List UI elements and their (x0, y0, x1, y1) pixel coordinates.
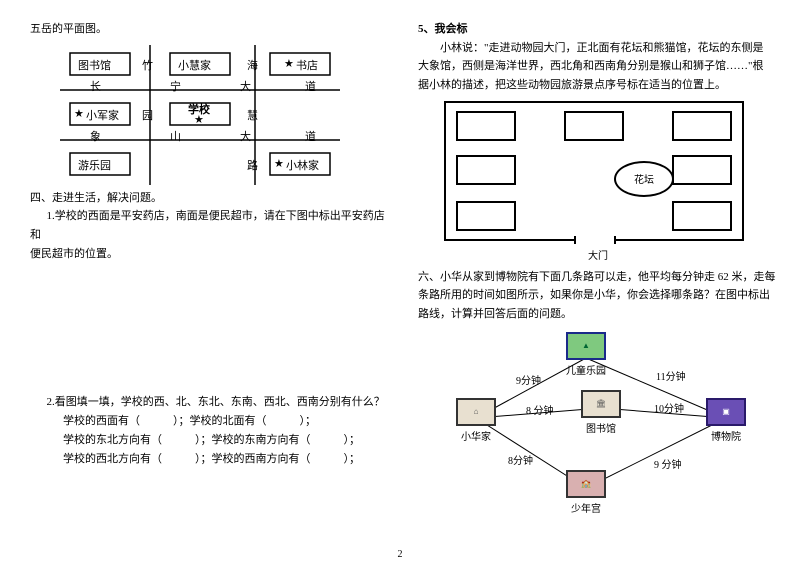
lbl-xiaohui: 小慧家 (178, 57, 211, 73)
home-icon: ⌂ (456, 398, 496, 426)
sec5-l3: 据小林的描述，把这些动物园旅游景点序号标在适当的位置上。 (418, 76, 782, 95)
sec6-l2: 条路所用的时间如图所示，如果你是小华，你会选择哪条路？在图中标出 (418, 286, 782, 305)
youth-label: 少年宫 (566, 500, 606, 515)
node-park: ▲ 儿童乐园 (566, 332, 606, 377)
q1-line2: 便民超市的位置。 (30, 245, 394, 264)
sec5-l2: 大象馆，西侧是海洋世界，西北角和西南角分别是猴山和狮子馆……"根 (418, 57, 782, 76)
road-hui: 慧 (247, 107, 258, 123)
zoo-gate-gap (576, 237, 616, 241)
node-museum: ▣ 博物院 (706, 398, 746, 443)
sec5-l1: 小林说："走进动物园大门，正北面有花坛和熊猫馆，花坛的东侧是 (418, 39, 782, 58)
zoo-gate-label: 大门 (578, 247, 618, 262)
wuyue-title: 五岳的平面图。 (30, 20, 394, 39)
lbl-library: 图书馆 (78, 57, 111, 73)
section4-title: 四、走进生活，解决问题。 (30, 189, 394, 208)
lbl-bookstore: 书店 (296, 57, 318, 73)
section5-title: 5、我会标 (418, 20, 782, 39)
road-dao1: 道 (305, 78, 316, 94)
node-youth: 🏫 少年宫 (566, 470, 606, 515)
zoo-box-w (456, 155, 516, 185)
lbl-xiaolin: 小林家 (286, 157, 319, 173)
road-da2: 大 (240, 128, 251, 144)
zoo-box-ne (672, 111, 732, 141)
lbl-star3: ★ (194, 113, 204, 126)
node-home: ⌂ 小华家 (456, 398, 496, 443)
lbl-star2: ★ (74, 107, 84, 120)
street-map: 图书馆 小慧家 ★ 书店 ★ 小军家 学校 ★ 游乐园 ★ 小林家 长 宁 大 … (60, 45, 340, 185)
youth-icon: 🏫 (566, 470, 606, 498)
route-diagram: ▲ 儿童乐园 ⌂ 小华家 🏛 图书馆 ▣ 博物院 🏫 少年宫 9分钟 11分钟 … (426, 328, 766, 518)
zoo-box-se (672, 201, 732, 231)
museum-icon: ▣ (706, 398, 746, 426)
road-chang: 长 (90, 78, 101, 94)
edge-e5: 8分钟 (508, 452, 533, 467)
zoo-box-nw (456, 111, 516, 141)
library-label: 图书馆 (581, 420, 621, 435)
zoo-box-e (672, 155, 732, 185)
road-zhu: 竹 (142, 57, 153, 73)
zoo-box-n (564, 111, 624, 141)
road-dao2: 道 (305, 128, 316, 144)
road-lu: 路 (247, 157, 258, 173)
home-label: 小华家 (456, 428, 496, 443)
edge-e3: 8 分钟 (526, 402, 554, 417)
zoo-flowerbed: 花坛 (614, 161, 674, 197)
library-icon: 🏛 (581, 390, 621, 418)
park-label: 儿童乐园 (566, 362, 606, 377)
edge-e6: 9 分钟 (654, 456, 682, 471)
q2-title: 2.看图填一填，学校的西、北、东北、东南、西北、西南分别有什么？ (30, 393, 394, 412)
museum-label: 博物院 (706, 428, 746, 443)
node-library: 🏛 图书馆 (581, 390, 621, 435)
zoo-gate-r (614, 236, 618, 244)
q2-l1: 学校的西面有（ ）；学校的北面有（ ）； (30, 412, 394, 431)
lbl-star4: ★ (274, 157, 284, 170)
q2-l3: 学校的西北方向有（ ）；学校的西南方向有（ ）； (30, 450, 394, 469)
q1-line1: 1.学校的西面是平安药店，南面是便民超市，请在下图中标出平安药店和 (30, 207, 394, 244)
zoo-layout: 花坛 (444, 101, 744, 241)
zoo-gate-l (574, 236, 578, 244)
edge-e2: 11分钟 (656, 368, 686, 383)
road-hai: 海 (247, 57, 258, 73)
road-shan: 山 (170, 128, 181, 144)
road-xiang: 象 (90, 128, 101, 144)
sec6-l3: 路线，计算并回答后面的问题。 (418, 305, 782, 324)
q2-l2: 学校的东北方向有（ ）；学校的东南方向有（ ）； (30, 431, 394, 450)
lbl-star1: ★ (284, 57, 294, 70)
edge-e4: 10分钟 (654, 400, 684, 415)
zoo-box-sw (456, 201, 516, 231)
page-number: 2 (0, 549, 800, 560)
road-yuan: 园 (142, 107, 153, 123)
lbl-park: 游乐园 (78, 157, 111, 173)
road-ning: 宁 (170, 78, 181, 94)
park-icon: ▲ (566, 332, 606, 360)
lbl-xiaojun: 小军家 (86, 107, 119, 123)
sec6-l1: 六、小华从家到博物院有下面几条路可以走，他平均每分钟走 62 米，走每 (418, 268, 782, 287)
road-da1: 大 (240, 78, 251, 94)
edge-e1: 9分钟 (516, 372, 541, 387)
